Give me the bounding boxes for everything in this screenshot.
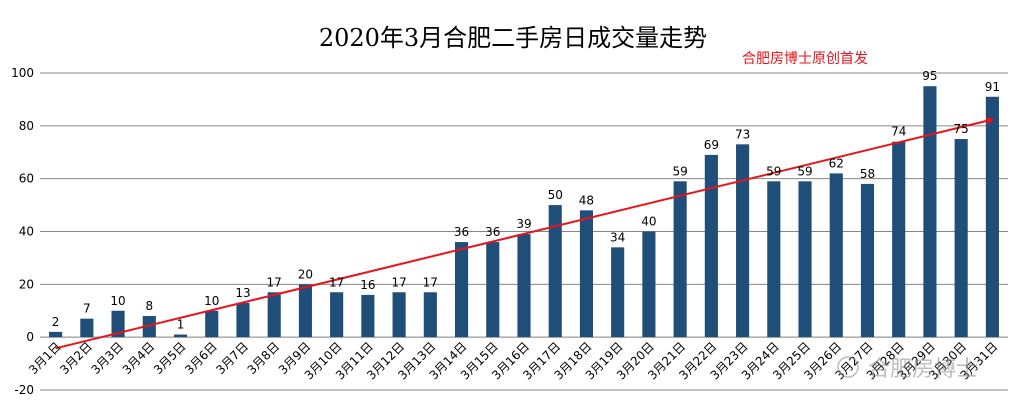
data-label: 17 xyxy=(423,275,438,289)
x-tick-label: 3月2日 xyxy=(57,339,95,377)
bar xyxy=(829,173,843,338)
x-tick-label: 3月8日 xyxy=(245,339,283,377)
bar xyxy=(767,181,781,338)
xtick-layer: 3月1日3月2日3月3日3月4日3月5日3月6日3月7日3月8日3月9日3月10… xyxy=(26,339,1000,382)
data-label: 58 xyxy=(860,167,875,181)
y-tick-label: 40 xyxy=(19,225,34,239)
bar xyxy=(205,310,219,338)
bar xyxy=(517,234,531,338)
data-label: 36 xyxy=(485,225,500,239)
bar xyxy=(330,292,344,338)
data-label: 16 xyxy=(360,278,375,292)
watermark-logo-icon xyxy=(837,356,859,378)
data-label: 17 xyxy=(267,275,282,289)
data-label: 10 xyxy=(204,294,219,308)
bar xyxy=(298,284,312,338)
data-label: 39 xyxy=(516,217,531,231)
data-label: 8 xyxy=(145,299,153,313)
trend-layer xyxy=(55,117,995,350)
data-label: 91 xyxy=(985,80,1000,94)
bar xyxy=(49,331,63,338)
bar xyxy=(173,334,188,338)
bar xyxy=(111,310,125,338)
ytick-layer: -20 0 20 40 60 80 100 xyxy=(11,66,34,397)
y-tick-label: 100 xyxy=(11,66,34,80)
data-label: 62 xyxy=(829,156,844,170)
data-label: 34 xyxy=(610,230,625,244)
bar xyxy=(454,242,469,338)
data-label: 59 xyxy=(672,164,687,178)
bar xyxy=(673,181,687,338)
bar xyxy=(80,318,94,338)
bar xyxy=(985,96,999,338)
data-label: 69 xyxy=(704,138,719,152)
watermark: 合肥房博士 xyxy=(837,356,978,382)
y-tick-label: -20 xyxy=(14,383,34,397)
x-tick-label: 3月4日 xyxy=(120,339,158,377)
bar xyxy=(642,231,656,338)
trendline xyxy=(55,117,995,350)
bar-layer xyxy=(49,86,999,338)
data-label: 48 xyxy=(579,193,594,207)
bar xyxy=(704,154,718,338)
data-label: 1 xyxy=(177,318,185,332)
source-annotation: 合肥房博士原创首发 xyxy=(742,50,868,67)
data-label: 20 xyxy=(298,267,313,281)
data-label: 59 xyxy=(797,164,812,178)
data-label: 13 xyxy=(235,286,250,300)
bar xyxy=(361,294,375,338)
data-label: 59 xyxy=(766,164,781,178)
bar xyxy=(736,144,750,338)
label-layer: 2 7 10 8 1 10 13 17 20 17 16 17 17 36 36 39 50 48 34 40 59 69… xyxy=(52,69,1000,331)
data-label: 36 xyxy=(454,225,469,239)
data-label: 7 xyxy=(83,302,91,316)
data-label: 73 xyxy=(735,127,750,141)
data-label: 17 xyxy=(391,275,406,289)
data-label: 74 xyxy=(891,125,906,139)
y-tick-label: 60 xyxy=(19,172,34,186)
bar xyxy=(548,205,562,338)
data-label: 17 xyxy=(329,275,344,289)
data-label: 10 xyxy=(110,294,125,308)
bar xyxy=(267,292,281,338)
data-label: 75 xyxy=(954,122,969,136)
bar xyxy=(611,247,625,338)
x-tick-label: 3月5日 xyxy=(151,339,189,377)
bar xyxy=(142,316,156,338)
x-tick-label: 3月1日 xyxy=(26,339,64,377)
bar xyxy=(486,242,500,338)
data-label: 40 xyxy=(641,215,656,229)
bar xyxy=(236,302,250,338)
x-tick-label: 3月6日 xyxy=(182,339,220,377)
bar xyxy=(954,139,968,338)
bar xyxy=(392,292,406,338)
bar xyxy=(423,292,437,338)
x-tick-label: 3月3日 xyxy=(89,339,127,377)
y-tick-label: 80 xyxy=(19,119,34,133)
chart-title: 2020年3月合肥二手房日成交量走势 xyxy=(319,24,707,52)
x-tick-label: 3月7日 xyxy=(213,339,251,377)
watermark-text: 合肥房博士 xyxy=(868,357,978,382)
bar xyxy=(860,183,875,338)
y-tick-label: 0 xyxy=(26,330,34,344)
data-label: 95 xyxy=(922,69,937,83)
y-tick-label: 20 xyxy=(19,277,34,291)
data-label: 2 xyxy=(52,315,60,329)
bar xyxy=(579,210,594,338)
bar xyxy=(923,86,937,338)
data-label: 50 xyxy=(548,188,563,202)
bar xyxy=(892,141,906,338)
bar xyxy=(798,181,812,338)
